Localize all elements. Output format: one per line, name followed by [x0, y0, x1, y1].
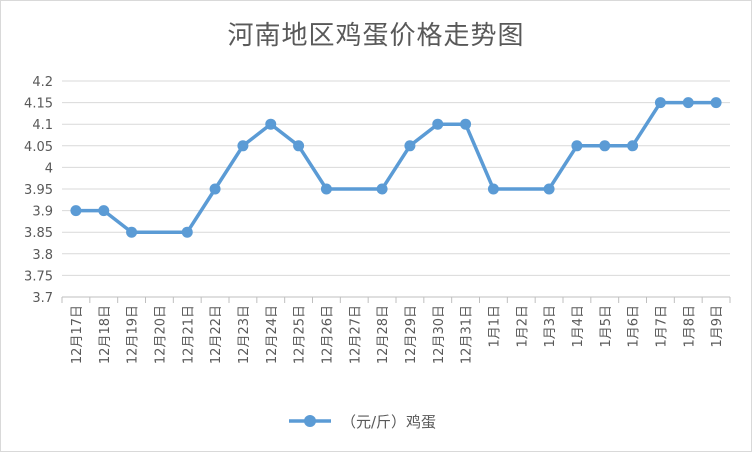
- data-point: [320, 183, 332, 195]
- x-tick-label: 12月17日: [70, 305, 85, 364]
- data-point: [209, 183, 221, 195]
- data-point: [404, 140, 416, 152]
- data-point: [181, 226, 193, 238]
- data-point: [265, 118, 277, 130]
- data-point: [599, 140, 611, 152]
- data-point: [376, 183, 388, 195]
- data-point: [70, 205, 82, 217]
- data-point: [654, 97, 666, 109]
- data-point: [682, 97, 694, 109]
- x-tick-label: 12月20日: [153, 305, 168, 364]
- legend-label: （元/斤）鸡蛋: [341, 412, 437, 431]
- y-tick-label: 3.75: [24, 269, 53, 284]
- y-tick-label: 4.15: [24, 97, 53, 112]
- y-tick-label: 4.1: [32, 118, 53, 133]
- data-point: [710, 97, 722, 109]
- x-tick-label: 12月30日: [432, 305, 447, 364]
- data-point: [126, 226, 138, 238]
- data-point: [460, 118, 472, 130]
- x-tick-label: 1月8日: [682, 305, 697, 348]
- y-tick-label: 3.95: [24, 183, 53, 198]
- x-tick-label: 12月25日: [293, 305, 308, 364]
- x-tick-label: 12月22日: [209, 305, 224, 364]
- x-tick-label: 12月29日: [404, 305, 419, 364]
- x-tick-label: 12月21日: [181, 305, 196, 364]
- x-tick-label: 1月9日: [710, 305, 725, 348]
- y-tick-label: 3.7: [32, 291, 53, 306]
- x-tick-label: 1月2日: [515, 305, 530, 348]
- y-tick-label: 3.9: [32, 205, 53, 220]
- legend-marker: [289, 415, 331, 427]
- y-tick-label: 4: [45, 161, 53, 176]
- data-point: [237, 140, 249, 152]
- legend: （元/斤）鸡蛋: [287, 407, 436, 435]
- x-tick-label: 1月1日: [487, 305, 502, 348]
- y-tick-label: 4.05: [24, 140, 53, 155]
- x-tick-label: 12月26日: [320, 305, 335, 364]
- y-tick-label: 3.8: [32, 248, 53, 263]
- data-point: [571, 140, 583, 152]
- chart-title: 河南地区鸡蛋价格走势图: [227, 21, 525, 51]
- y-tick-label: 3.85: [24, 226, 53, 241]
- x-tick-label: 1月3日: [543, 305, 558, 348]
- data-point: [98, 205, 110, 217]
- data-point: [293, 140, 305, 152]
- y-tick-label: 4.2: [32, 75, 53, 90]
- x-tick-label: 12月24日: [265, 305, 280, 364]
- x-tick-label: 12月27日: [348, 305, 363, 364]
- x-tick-label: 12月28日: [376, 305, 391, 364]
- x-tick-label: 1月5日: [599, 305, 614, 348]
- x-tick-label: 1月4日: [571, 305, 586, 348]
- data-point: [543, 183, 555, 195]
- data-point: [432, 118, 444, 130]
- x-tick-label: 12月31日: [460, 305, 475, 364]
- x-tick-label: 1月6日: [627, 305, 642, 348]
- data-point: [487, 183, 499, 195]
- x-tick-label: 12月18日: [98, 305, 113, 364]
- data-point: [627, 140, 639, 152]
- x-tick-label: 12月19日: [126, 305, 141, 364]
- x-tick-label: 1月7日: [654, 305, 669, 348]
- x-tick-label: 12月23日: [237, 305, 252, 364]
